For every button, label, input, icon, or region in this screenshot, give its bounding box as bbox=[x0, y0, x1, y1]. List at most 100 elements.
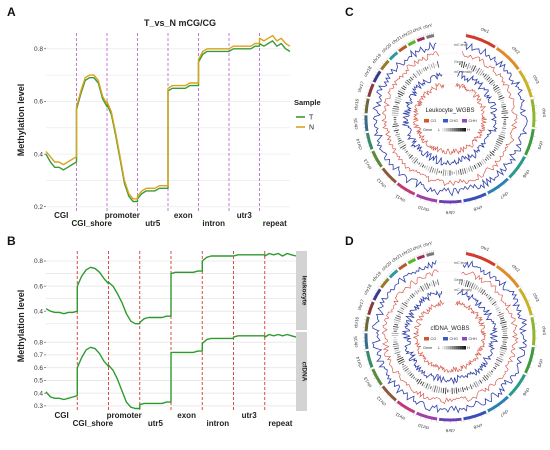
chromosome-label: chr6 bbox=[521, 169, 530, 179]
position-tick bbox=[488, 40, 490, 42]
position-tick bbox=[531, 142, 534, 144]
chromosome-label: chrX bbox=[412, 25, 422, 33]
gene-density-bar bbox=[419, 162, 423, 168]
chromosome-arc bbox=[487, 395, 509, 413]
gene-density-bar bbox=[436, 60, 440, 68]
gene-density-bar bbox=[397, 140, 405, 145]
position-tick bbox=[530, 89, 533, 90]
gene-density-bar bbox=[435, 386, 439, 393]
gene-density-bar bbox=[414, 377, 417, 381]
position-tick bbox=[386, 394, 389, 397]
context-legend-swatch bbox=[462, 119, 467, 123]
gene-density-bar bbox=[493, 149, 496, 152]
position-tick bbox=[383, 60, 386, 63]
gene-density-bar bbox=[438, 386, 441, 394]
gene-density-bar bbox=[409, 373, 413, 377]
gene-density-bar bbox=[410, 374, 415, 379]
gene-density-bar bbox=[401, 363, 405, 366]
position-tick bbox=[530, 307, 533, 308]
position-tick bbox=[514, 278, 517, 281]
gene-density-bar bbox=[419, 381, 423, 385]
gene-density-bar bbox=[404, 148, 407, 152]
gene-density-bar bbox=[429, 166, 433, 173]
gene-density-bar bbox=[399, 144, 407, 149]
legend-title: Sample bbox=[294, 98, 321, 107]
position-tick bbox=[518, 386, 521, 388]
gene-density-bar bbox=[396, 315, 402, 318]
chromosome-label: chr10 bbox=[417, 423, 430, 431]
gene-density-bar bbox=[395, 131, 399, 134]
gene-density-bar bbox=[402, 366, 408, 371]
position-tick bbox=[410, 39, 412, 42]
position-tick bbox=[522, 380, 525, 383]
gene-density-bar bbox=[460, 279, 463, 286]
position-tick bbox=[497, 45, 499, 48]
gene-density-bar bbox=[485, 374, 490, 378]
gene-density-bar bbox=[495, 358, 503, 363]
gene-density-bar bbox=[427, 383, 431, 390]
gene-density-bar bbox=[497, 312, 504, 317]
position-tick bbox=[493, 409, 496, 412]
gene-density-bar bbox=[500, 319, 506, 322]
gene-gradient-step bbox=[462, 128, 464, 132]
position-tick bbox=[499, 187, 501, 190]
gene-legend-label: Gene bbox=[423, 128, 432, 132]
gene-density-bar bbox=[489, 79, 494, 84]
gene-density-bar bbox=[458, 279, 461, 285]
gene-gradient-step bbox=[460, 128, 462, 132]
position-tick bbox=[375, 289, 378, 292]
position-tick bbox=[376, 163, 378, 166]
gene-density-bar bbox=[430, 64, 433, 69]
gene-gradient-step bbox=[454, 128, 456, 132]
position-tick bbox=[365, 95, 368, 97]
context-legend-label: CG bbox=[431, 337, 437, 341]
gene-density-bar bbox=[402, 85, 407, 89]
position-tick bbox=[520, 68, 523, 71]
methylation-track bbox=[372, 41, 528, 197]
position-tick bbox=[508, 179, 511, 182]
position-tick bbox=[408, 258, 410, 261]
gene-density-bar bbox=[433, 168, 437, 174]
gene-density-bar bbox=[418, 162, 421, 165]
position-tick bbox=[376, 381, 378, 384]
chromosome-arc bbox=[380, 277, 390, 289]
chromosome-label: chr22 bbox=[401, 29, 414, 39]
position-tick bbox=[383, 278, 386, 281]
chromosome-arc bbox=[524, 128, 535, 156]
gene-density-bar bbox=[500, 131, 506, 134]
gene-density-bar bbox=[472, 283, 476, 290]
position-tick bbox=[391, 53, 393, 55]
gene-density-bar bbox=[470, 282, 474, 289]
y-tick-label: 0.7 bbox=[34, 352, 43, 359]
gene-density-bar bbox=[492, 84, 496, 87]
chromosome-label: chr3 bbox=[532, 292, 540, 302]
position-tick bbox=[488, 194, 490, 197]
gene-density-bar bbox=[488, 371, 493, 376]
position-tick bbox=[399, 187, 401, 190]
position-tick bbox=[527, 81, 530, 84]
position-tick bbox=[413, 38, 415, 41]
gene-density-bar bbox=[479, 288, 484, 294]
gene-density-bar bbox=[469, 384, 473, 390]
gene-density-bar bbox=[435, 63, 437, 67]
gene-density-bar bbox=[486, 294, 491, 299]
gene-density-bar bbox=[432, 62, 436, 69]
gene-legend-high: H bbox=[467, 128, 470, 132]
gene-legend-low: L bbox=[438, 346, 440, 350]
series-line-s0 bbox=[45, 252, 297, 325]
chromosome-arc bbox=[426, 34, 435, 39]
gene-density-bar bbox=[420, 68, 424, 73]
gene-density-bar bbox=[496, 140, 503, 145]
chromosome-arc bbox=[416, 193, 438, 203]
chromosome-arc bbox=[371, 368, 383, 386]
gene-density-bar bbox=[489, 297, 494, 302]
chromosome-label: chr4 bbox=[542, 326, 548, 336]
chromosome-label: chr8 bbox=[473, 205, 483, 213]
gene-density-bar bbox=[406, 79, 411, 84]
position-tick bbox=[486, 195, 488, 198]
gene-density-bar bbox=[477, 381, 481, 385]
position-tick bbox=[396, 266, 399, 269]
gene-legend-high: H bbox=[467, 346, 470, 350]
chromosome-label: chr18 bbox=[363, 65, 373, 78]
gene-gradient-step bbox=[462, 346, 464, 350]
